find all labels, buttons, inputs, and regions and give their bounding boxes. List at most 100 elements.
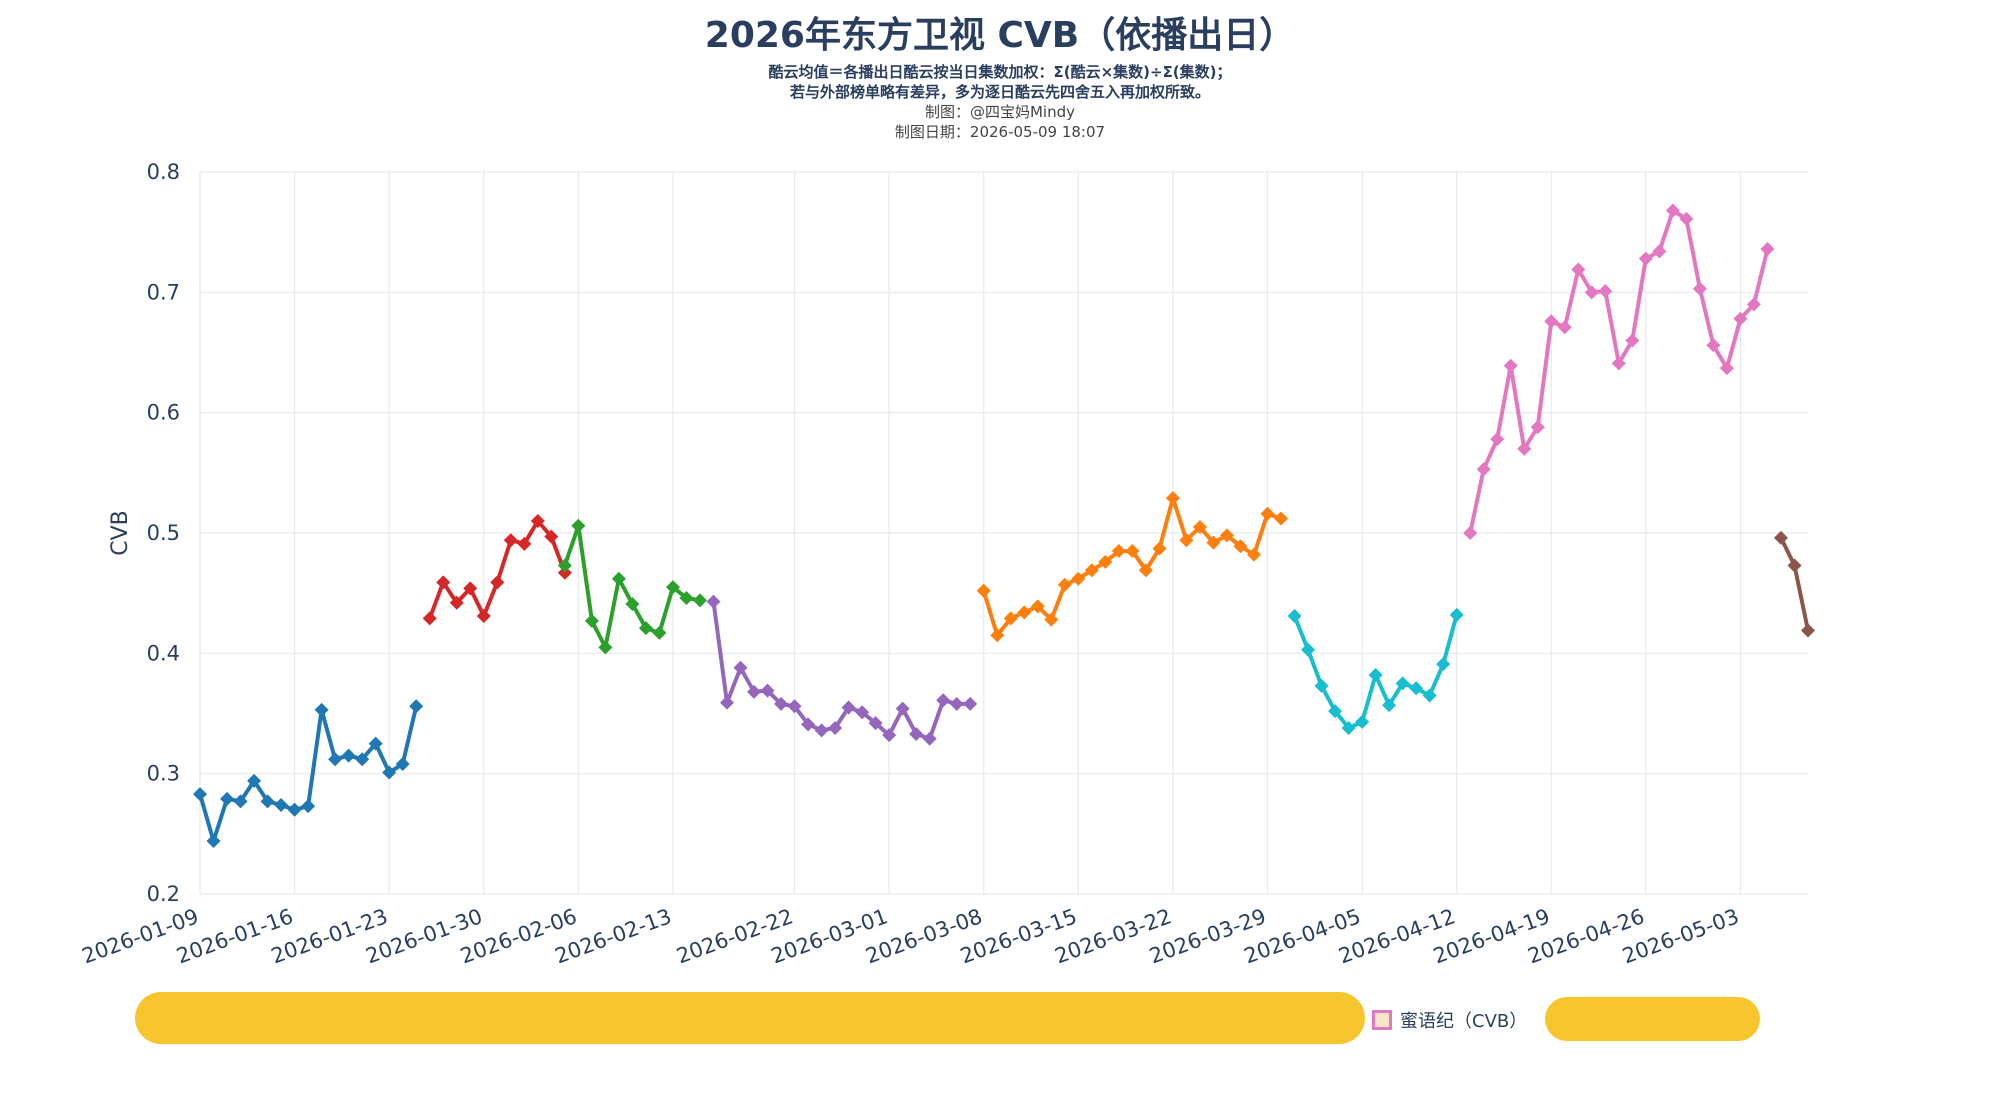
data-point[interactable] xyxy=(828,720,843,735)
data-point[interactable] xyxy=(301,799,316,814)
data-point[interactable] xyxy=(463,581,478,596)
data-point[interactable] xyxy=(436,575,451,590)
data-point[interactable] xyxy=(638,621,653,636)
data-point[interactable] xyxy=(1436,657,1451,672)
data-point[interactable] xyxy=(1192,519,1207,534)
data-point[interactable] xyxy=(1625,333,1640,348)
data-point[interactable] xyxy=(1152,541,1167,556)
data-point[interactable] xyxy=(1611,356,1626,371)
data-point[interactable] xyxy=(1449,607,1464,622)
data-point[interactable] xyxy=(1584,285,1599,300)
data-point[interactable] xyxy=(733,660,748,675)
data-point[interactable] xyxy=(382,765,397,780)
data-point[interactable] xyxy=(557,565,572,580)
data-point[interactable] xyxy=(1638,251,1653,266)
data-point[interactable] xyxy=(1328,704,1343,719)
data-point[interactable] xyxy=(1544,314,1559,329)
data-point[interactable] xyxy=(260,794,275,809)
data-point[interactable] xyxy=(990,628,1005,643)
data-point[interactable] xyxy=(233,794,248,809)
data-point[interactable] xyxy=(1314,678,1329,693)
data-point[interactable] xyxy=(1679,211,1694,226)
data-point[interactable] xyxy=(882,728,897,743)
data-point[interactable] xyxy=(1665,203,1680,218)
data-point[interactable] xyxy=(1409,681,1424,696)
data-point[interactable] xyxy=(1598,284,1613,299)
data-point[interactable] xyxy=(503,533,518,548)
data-point[interactable] xyxy=(1003,611,1018,626)
data-point[interactable] xyxy=(774,696,789,711)
data-point[interactable] xyxy=(490,575,505,590)
data-point[interactable] xyxy=(1692,281,1707,296)
data-point[interactable] xyxy=(1165,491,1180,506)
data-point[interactable] xyxy=(1517,441,1532,456)
data-point[interactable] xyxy=(1341,720,1356,735)
data-point[interactable] xyxy=(611,571,626,586)
data-point[interactable] xyxy=(355,752,370,767)
data-point[interactable] xyxy=(909,726,924,741)
data-point[interactable] xyxy=(206,834,221,849)
data-point[interactable] xyxy=(395,757,410,772)
data-point[interactable] xyxy=(1233,539,1248,554)
data-point[interactable] xyxy=(747,684,762,699)
data-point[interactable] xyxy=(1719,361,1734,376)
data-point[interactable] xyxy=(1274,511,1289,526)
data-point[interactable] xyxy=(1301,642,1316,657)
data-point[interactable] xyxy=(665,580,680,595)
data-point[interactable] xyxy=(328,752,343,767)
data-point[interactable] xyxy=(476,609,491,624)
data-point[interactable] xyxy=(760,683,775,698)
data-point[interactable] xyxy=(422,611,437,626)
data-point[interactable] xyxy=(530,513,545,528)
data-point[interactable] xyxy=(868,716,883,731)
data-point[interactable] xyxy=(341,748,356,763)
data-point[interactable] xyxy=(1219,528,1234,543)
data-point[interactable] xyxy=(1125,544,1140,559)
data-point[interactable] xyxy=(692,593,707,608)
data-point[interactable] xyxy=(571,518,586,533)
data-point[interactable] xyxy=(274,797,289,812)
data-point[interactable] xyxy=(409,699,424,714)
data-point[interactable] xyxy=(949,696,964,711)
data-point[interactable] xyxy=(598,640,613,655)
data-point[interactable] xyxy=(1287,609,1302,624)
data-point[interactable] xyxy=(1773,530,1788,545)
data-point[interactable] xyxy=(976,583,991,598)
data-point[interactable] xyxy=(625,596,640,611)
data-point[interactable] xyxy=(1571,262,1586,277)
data-point[interactable] xyxy=(1084,563,1099,578)
data-point[interactable] xyxy=(1044,612,1059,627)
data-point[interactable] xyxy=(220,791,235,806)
data-point[interactable] xyxy=(1733,311,1748,326)
data-point[interactable] xyxy=(1206,535,1221,550)
data-point[interactable] xyxy=(193,787,207,802)
data-point[interactable] xyxy=(1476,462,1491,477)
data-point[interactable] xyxy=(557,558,572,573)
data-point[interactable] xyxy=(1787,558,1802,573)
data-point[interactable] xyxy=(1138,563,1153,578)
data-point[interactable] xyxy=(368,736,383,751)
data-point[interactable] xyxy=(1030,599,1045,614)
data-point[interactable] xyxy=(1057,577,1072,592)
data-point[interactable] xyxy=(1490,432,1505,447)
data-point[interactable] xyxy=(1503,358,1518,373)
data-point[interactable] xyxy=(1368,667,1383,682)
data-point[interactable] xyxy=(1801,623,1815,638)
data-point[interactable] xyxy=(922,731,937,746)
data-point[interactable] xyxy=(1355,714,1370,729)
data-point[interactable] xyxy=(1746,297,1761,312)
data-point[interactable] xyxy=(679,590,694,605)
data-point[interactable] xyxy=(287,802,302,817)
data-point[interactable] xyxy=(719,695,734,710)
data-point[interactable] xyxy=(1652,244,1667,259)
data-point[interactable] xyxy=(1098,554,1113,569)
data-point[interactable] xyxy=(1382,698,1397,713)
data-point[interactable] xyxy=(314,702,329,717)
data-point[interactable] xyxy=(963,696,978,711)
data-point[interactable] xyxy=(1395,676,1410,691)
data-point[interactable] xyxy=(1071,571,1086,586)
data-point[interactable] xyxy=(787,699,802,714)
data-point[interactable] xyxy=(449,595,464,610)
data-point[interactable] xyxy=(814,723,829,738)
data-point[interactable] xyxy=(706,594,721,609)
